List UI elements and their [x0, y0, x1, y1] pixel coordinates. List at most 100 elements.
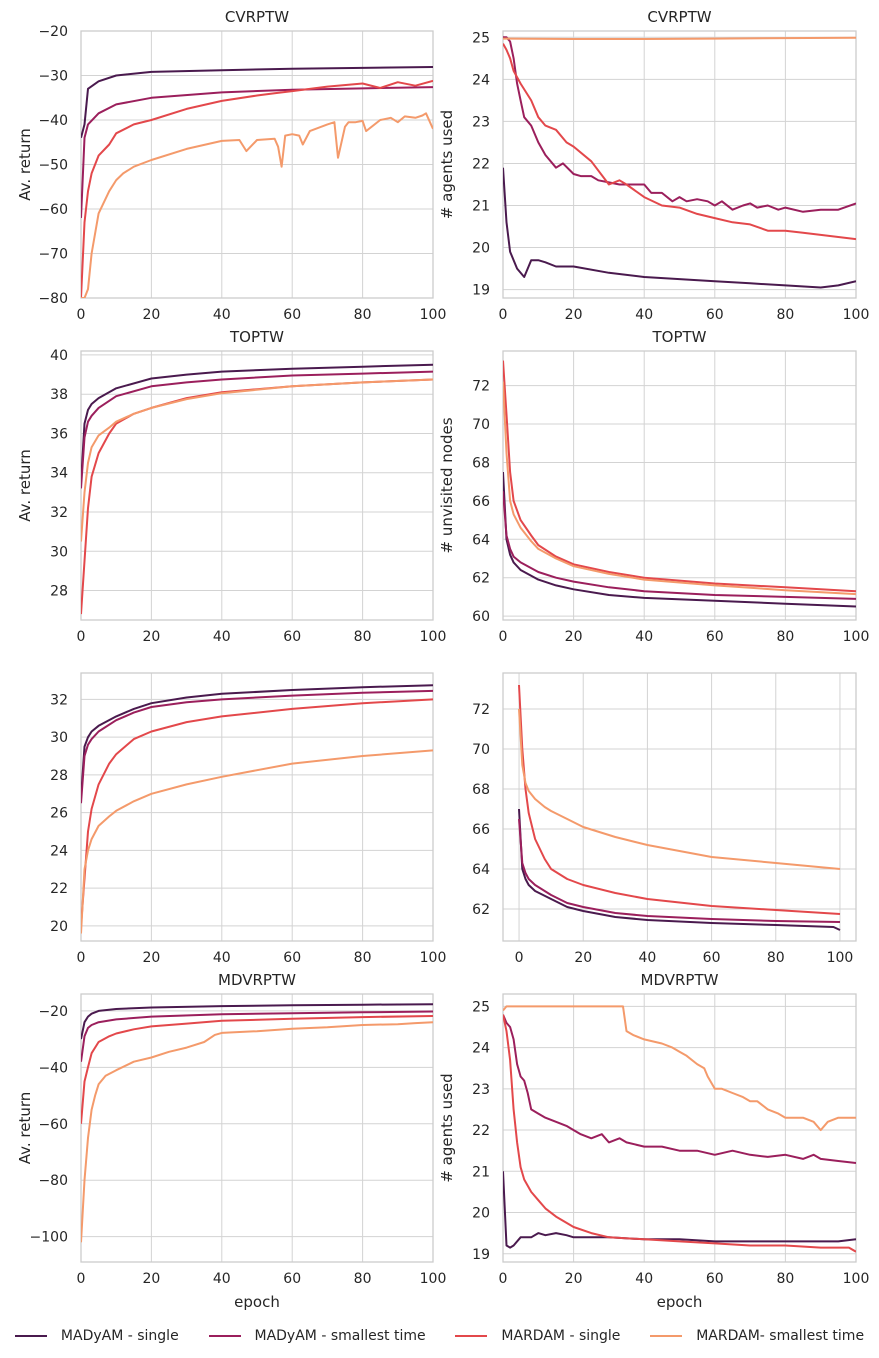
series-line-madyam-single [81, 684, 433, 798]
y-tick-label: 38 [50, 387, 68, 403]
series-line-mardam-single [81, 1015, 433, 1124]
x-tick-label: 80 [776, 307, 794, 323]
series-line-madyam-single [81, 363, 433, 483]
y-tick-label: 22 [472, 156, 490, 172]
legend-swatch-mardam-smallest-time [650, 1335, 683, 1337]
x-axis-label: epoch [657, 1293, 703, 1311]
y-tick-label: 62 [472, 902, 490, 918]
y-tick-label: −40 [38, 113, 68, 129]
y-tick-label: 25 [472, 999, 490, 1015]
x-tick-label: 20 [565, 1271, 583, 1287]
chart-panel-4: 0 20 40 60 80 100 60 62 64 66 68 70 72 TOPTW # unvisit… [438, 328, 869, 645]
x-tick-label: 20 [142, 950, 160, 966]
series-line-mardam-smallest-time [503, 381, 856, 596]
x-tick-label: 0 [499, 1271, 508, 1287]
series-line-mardam-single [518, 684, 841, 915]
y-tick-label: 64 [472, 532, 490, 548]
series-line-mardam-smallest-time [81, 1021, 433, 1243]
y-tick-label: −20 [38, 24, 68, 40]
y-tick-label: 21 [472, 1164, 490, 1180]
series-line-mardam-single [81, 698, 433, 926]
x-tick-label: 60 [703, 950, 721, 966]
x-tick-label: 20 [142, 307, 160, 323]
y-tick-label: 19 [472, 1247, 490, 1263]
x-tick-label: 60 [283, 307, 301, 323]
series-line-madyam-smallest-time [503, 491, 856, 600]
x-tick-label: 0 [77, 950, 86, 966]
y-axis-label: Av. return [16, 1092, 34, 1165]
legend-item-madyam-single: MADyAM - single [14, 1328, 179, 1344]
series-line-madyam-single [503, 471, 856, 608]
x-tick-label: 60 [706, 629, 724, 645]
legend-item-mardam-smallest-time: MARDAM- smallest time [650, 1328, 864, 1344]
x-tick-label: 100 [843, 629, 870, 645]
y-tick-label: 28 [50, 584, 68, 600]
x-axis-label: epoch [234, 1293, 280, 1311]
y-tick-label: 36 [50, 426, 68, 442]
chart-title: CVRPTW [225, 8, 289, 26]
y-tick-label: 22 [50, 881, 68, 897]
x-tick-label: 100 [420, 950, 447, 966]
y-tick-label: 23 [472, 1082, 490, 1098]
x-tick-label: 0 [515, 950, 524, 966]
chart-title: MDVRPTW [641, 971, 719, 989]
x-tick-label: 20 [142, 1271, 160, 1287]
y-tick-label: 62 [472, 571, 490, 587]
y-axis-label: Av. return [16, 449, 34, 522]
y-tick-label: 20 [472, 1206, 490, 1222]
y-tick-label: 30 [50, 544, 68, 560]
x-tick-label: 60 [283, 629, 301, 645]
y-tick-label: 32 [50, 505, 68, 521]
y-axis-label: Av. return [16, 128, 34, 201]
series-line-madyam-smallest-time [81, 1010, 433, 1062]
plot-frame [80, 993, 434, 1263]
x-tick-label: 80 [776, 629, 794, 645]
y-tick-label: 34 [50, 466, 68, 482]
chart-panel-2: 0 20 40 60 80 100 19 20 21 22 23 24 25 CVRPTW # agents… [438, 8, 869, 323]
series-line-mardam-single [503, 1014, 856, 1253]
x-tick-label: 0 [77, 629, 86, 645]
x-tick-label: 60 [283, 950, 301, 966]
series-line-madyam-smallest-time [81, 689, 433, 804]
y-tick-label: −60 [38, 1117, 68, 1133]
chart-title: MDVRPTW [218, 971, 296, 989]
y-tick-label: 20 [472, 241, 490, 257]
y-tick-label: −60 [38, 202, 68, 218]
y-tick-label: 32 [50, 692, 68, 708]
y-tick-label: 20 [50, 919, 68, 935]
x-tick-label: 80 [354, 950, 372, 966]
plot-frame [502, 672, 857, 942]
chart-panel-1: 0 20 40 60 80 100 −80 −70 −60 −50 −40 −30 −20 CVRPTW A… [16, 8, 446, 323]
y-tick-label: 22 [472, 1123, 490, 1139]
x-tick-label: 80 [767, 950, 785, 966]
legend-label-madyam-smallest-time: MADyAM - smallest time [254, 1328, 426, 1344]
y-tick-label: 24 [472, 1041, 490, 1057]
y-tick-label: 21 [472, 198, 490, 214]
x-tick-label: 100 [420, 307, 447, 323]
y-tick-label: 64 [472, 862, 490, 878]
y-tick-label: 30 [50, 730, 68, 746]
series-line-madyam-single [81, 66, 433, 139]
x-tick-label: 100 [843, 1271, 870, 1287]
plot-frame [80, 30, 434, 299]
series-line-mardam-smallest-time [81, 112, 433, 298]
x-tick-label: 40 [638, 950, 656, 966]
x-tick-label: 0 [77, 1271, 86, 1287]
x-tick-label: 40 [213, 1271, 231, 1287]
y-tick-label: 40 [50, 348, 68, 364]
y-tick-label: 28 [50, 768, 68, 784]
chart-title: CVRPTW [647, 8, 711, 26]
x-tick-label: 80 [776, 1271, 794, 1287]
series-line-madyam-single [503, 1171, 856, 1249]
legend-swatch-mardam-single [455, 1335, 488, 1337]
x-tick-label: 100 [843, 307, 870, 323]
x-tick-label: 80 [354, 629, 372, 645]
x-tick-label: 60 [706, 1271, 724, 1287]
legend-label-madyam-single: MADyAM - single [60, 1328, 179, 1344]
legend-item-mardam-single: MARDAM - single [455, 1328, 620, 1344]
x-tick-label: 40 [635, 629, 653, 645]
series-line-madyam-single [518, 808, 841, 931]
y-axis-label: # agents used [438, 110, 456, 219]
chart-panel-7: 0 20 40 60 80 100 −100 −80 −60 −40 −20 MDVRPTW Av. r… [16, 971, 446, 1311]
series-line-mardam-single [81, 79, 433, 298]
